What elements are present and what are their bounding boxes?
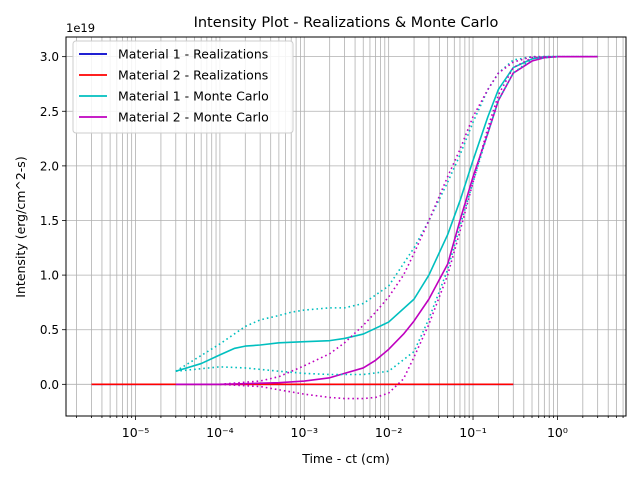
x-tick-label: 10⁻¹ [459, 425, 487, 440]
y-tick-label: 1.5 [40, 214, 59, 228]
y-tick-label: 3.0 [40, 50, 59, 64]
legend-label: Material 1 - Realizations [118, 47, 268, 62]
y-offset-label: 1e19 [66, 21, 95, 35]
x-tick-label: 10⁻² [375, 425, 403, 440]
series-line-8 [219, 55, 598, 400]
series-line-3 [175, 55, 598, 372]
axes-frame [65, 36, 627, 417]
x-tick-label: 10⁻⁴ [206, 425, 234, 440]
y-tick-label: 2.5 [40, 105, 59, 119]
legend-box [72, 40, 294, 134]
x-axis-label: Time - ct (cm) [301, 451, 390, 466]
y-tick-label: 1.0 [40, 269, 59, 283]
x-tick-label: 10⁰ [547, 425, 568, 440]
series-line-4 [175, 55, 598, 386]
series-line-6 [175, 55, 558, 376]
legend-label: Material 2 - Monte Carlo [118, 110, 269, 125]
y-axis-label: Intensity (erg/cm^2-s) [13, 156, 28, 297]
legend-label: Material 1 - Monte Carlo [118, 89, 269, 104]
x-tick-label: 10⁻⁵ [122, 425, 150, 440]
y-tick-label: 2.0 [40, 159, 59, 173]
y-tick-label: 0.0 [40, 378, 59, 392]
legend: Material 1 - Realizations Material 2 - Re… [72, 40, 294, 134]
x-tick-label: 10⁻³ [291, 425, 319, 440]
y-tick-label: 0.5 [40, 323, 59, 337]
legend-label: Material 2 - Realizations [118, 68, 268, 83]
series-line-7 [219, 55, 598, 386]
chart-title: Intensity Plot - Realizations & Monte Ca… [194, 15, 499, 31]
